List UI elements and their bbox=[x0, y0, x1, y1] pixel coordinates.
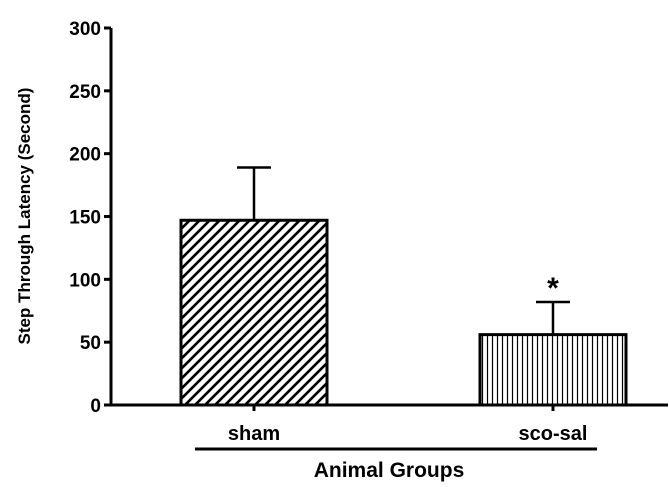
x-axis-label: Animal Groups bbox=[314, 459, 465, 482]
x-tick-labels: sham sco-sal bbox=[228, 405, 588, 445]
y-tick-label: 300 bbox=[69, 19, 101, 40]
y-ticks: 0 50 100 150 200 250 300 bbox=[69, 19, 111, 417]
y-tick-label: 0 bbox=[90, 396, 101, 417]
y-tick-label: 250 bbox=[69, 82, 101, 103]
y-axis-label: Step Through Latency (Second) bbox=[15, 88, 34, 345]
significance-asterisk: * bbox=[547, 272, 559, 305]
x-tick-label: sham bbox=[228, 423, 280, 445]
x-tick-label: sco-sal bbox=[519, 423, 588, 445]
y-tick-label: 50 bbox=[80, 333, 101, 354]
bars: * bbox=[179, 166, 628, 407]
y-tick-label: 150 bbox=[69, 208, 101, 229]
y-tick-label: 200 bbox=[69, 145, 101, 166]
y-tick-label: 100 bbox=[69, 270, 101, 291]
bar-sham bbox=[179, 218, 329, 407]
bar-sco-sal bbox=[478, 333, 628, 407]
